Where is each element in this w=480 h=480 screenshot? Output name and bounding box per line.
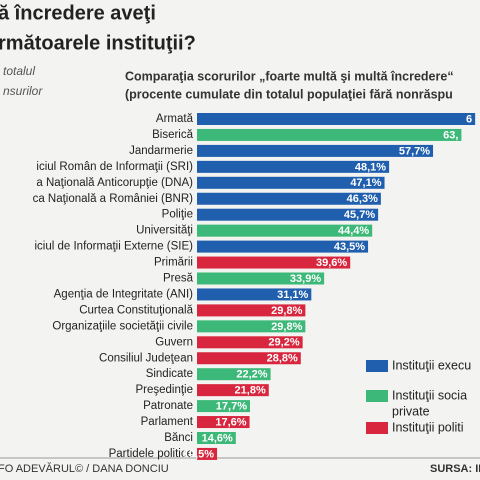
value-label: 10,5% [183,448,214,460]
bar [197,384,269,397]
legend-label: private [392,404,430,418]
bar [197,144,434,157]
value-label: 17,7% [216,401,247,413]
legend-label: Instituţii execu [392,358,471,372]
side-note: nsurilor [3,84,43,98]
legend-label: Instituţii politi [392,420,464,434]
category-label: Preşedinţie [135,384,193,396]
category-label: ca Naţională a României (BNR) [33,193,194,205]
bar [197,368,271,381]
value-label: 6 [466,113,472,125]
bar [197,336,303,349]
legend-swatch [366,422,388,434]
value-label: 28,8% [267,353,298,365]
bar [197,240,369,253]
value-label: 57,7% [399,145,430,157]
subtitle: Comparaţia scorurilor „foarte multă şi m… [125,69,454,83]
bar [197,113,476,125]
category-label: Biserică [152,129,194,141]
category-label: Organizaţiile societăţii civile [52,320,193,332]
bar [197,272,325,285]
title: rmătoarele instituţii? [0,32,196,54]
value-label: 48,1% [355,161,386,173]
category-label: Curtea Constituţională [79,304,193,316]
category-label: iciul de Informaţii Externe (SIE) [34,241,193,253]
value-label: 46,3% [347,193,378,205]
legend-swatch [366,360,388,372]
category-label: Parlament [141,416,194,428]
value-label: 22,2% [236,369,267,381]
title: ă încredere aveţi [0,2,156,24]
bar [197,304,306,317]
value-label: 43,5% [334,241,365,253]
category-label: Sindicate [146,368,193,380]
legend-swatch [366,390,388,402]
value-label: 21,8% [235,385,266,397]
category-label: Agenţia de Integritate (ANI) [54,288,194,300]
bar [197,288,312,301]
bar [197,224,373,237]
category-label: Guvern [155,336,193,348]
bar [197,128,462,141]
bar [197,192,381,205]
value-label: 44,4% [338,225,369,237]
bar [197,208,379,221]
category-label: iciul Român de Informaţii (SRI) [36,161,193,173]
bar [197,256,351,269]
subtitle: (procente cumulate din totalul populaţie… [125,87,453,101]
value-label: 29,8% [271,305,302,317]
credit: FO ADEVĂRUL© / DANA DONCIU [0,462,169,475]
bar [197,352,301,365]
source: SURSA: IN [430,463,480,475]
category-label: Patronate [143,400,193,412]
category-label: Universităţi [136,225,193,237]
value-label: 31,1% [277,289,308,301]
bar [197,416,250,429]
value-label: 29,8% [271,321,302,333]
category-label: Partidele politice [109,448,193,460]
bar [197,176,385,189]
value-label: 14,6% [202,432,233,444]
bar [197,160,390,173]
category-label: Primării [154,257,193,269]
value-label: 45,7% [344,209,375,221]
bar [197,447,218,460]
value-label: 47,1% [350,177,381,189]
category-label: Presă [163,273,194,285]
category-label: a Naţională Anticorupţie (DNA) [36,177,193,189]
category-label: Jandarmerie [129,145,193,157]
category-label: Consiliul Judeţean [99,352,193,364]
value-label: 17,6% [215,416,246,428]
legend-label: Instituţii socia [392,388,467,402]
value-label: 63, [443,129,458,141]
bar [197,432,236,444]
category-label: Armată [156,113,194,125]
bar [197,320,306,333]
side-note: totalul [3,64,35,78]
category-label: Poliţie [162,209,193,221]
value-label: 33,9% [290,273,321,285]
category-label: Bănci [164,432,193,444]
value-label: 39,6% [316,257,347,269]
bar [197,400,250,413]
value-label: 29,2% [268,337,299,349]
